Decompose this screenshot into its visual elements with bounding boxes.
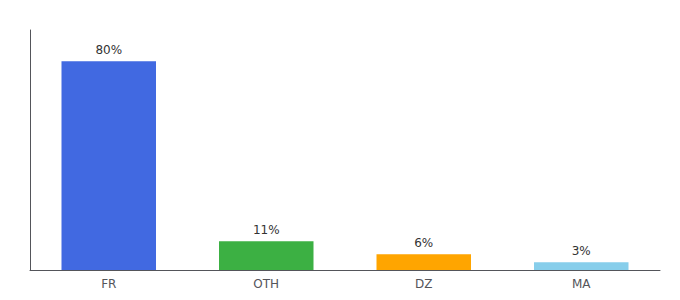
svg-text:11%: 11% xyxy=(253,223,280,237)
svg-text:MA: MA xyxy=(572,277,591,291)
svg-text:DZ: DZ xyxy=(415,277,432,291)
svg-text:80%: 80% xyxy=(95,43,122,57)
svg-text:FR: FR xyxy=(101,277,116,291)
svg-text:6%: 6% xyxy=(414,236,433,250)
svg-text:OTH: OTH xyxy=(253,277,279,291)
svg-text:3%: 3% xyxy=(572,244,591,258)
